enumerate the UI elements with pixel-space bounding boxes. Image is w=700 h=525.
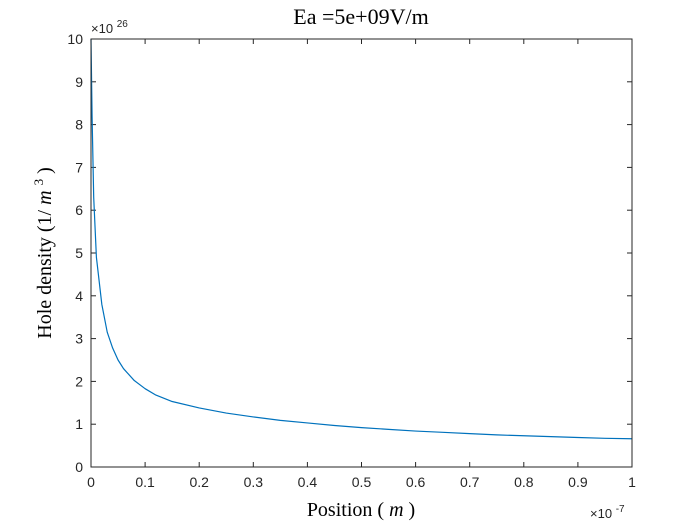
x-tick-label: 0.1 bbox=[135, 474, 155, 490]
y-axis-label-var: m bbox=[34, 190, 56, 204]
y-tick-label: 7 bbox=[75, 159, 83, 175]
y-tick-label: 6 bbox=[75, 202, 83, 218]
x-tick-label: 0 bbox=[87, 474, 95, 490]
axes-box bbox=[90, 38, 633, 468]
y-tick-label: 5 bbox=[75, 245, 83, 261]
x-multiplier: ×10 -7 bbox=[590, 504, 625, 521]
y-multiplier-exponent: 26 bbox=[117, 19, 129, 30]
x-tick-label: 0.6 bbox=[406, 474, 426, 490]
tick-layer: 0 0.1 0.2 0.3 0.4 0.5 0.6 0.7 0.8 0.9 101234567891… bbox=[67, 31, 636, 490]
y-axis-label-prefix: Hole density (1/ bbox=[34, 209, 56, 338]
x-tick-label: 0.4 bbox=[298, 474, 318, 490]
x-axis-label: Position ( m ) bbox=[307, 499, 415, 521]
x-tick-label: 0.9 bbox=[568, 474, 588, 490]
x-tick-label: 0.5 bbox=[352, 474, 372, 490]
data-layer bbox=[90, 38, 633, 440]
y-tick-label: 8 bbox=[75, 117, 83, 133]
x-tick-label: 1 bbox=[628, 474, 636, 490]
series-line bbox=[90, 38, 633, 440]
y-axis-label-sup: 3 bbox=[31, 179, 46, 186]
y-tick-label: 10 bbox=[67, 31, 83, 47]
plot-area bbox=[91, 39, 632, 467]
x-tick-label: 0.2 bbox=[189, 474, 209, 490]
x-tick-label: 0.3 bbox=[244, 474, 264, 490]
y-tick-label: 0 bbox=[75, 459, 83, 475]
x-multiplier-base: ×10 bbox=[590, 506, 612, 521]
x-axis-label-var: m bbox=[389, 499, 403, 521]
y-tick-label: 2 bbox=[75, 373, 83, 389]
y-tick-label: 1 bbox=[75, 416, 83, 432]
x-tick-label: 0.7 bbox=[460, 474, 480, 490]
chart-title: Ea =5e+09V/m bbox=[293, 4, 428, 29]
y-tick-label: 9 bbox=[75, 74, 83, 90]
x-axis-label-prefix: Position ( bbox=[307, 499, 385, 521]
y-axis-label: Hole density (1/ m 3 ) bbox=[26, 167, 56, 339]
y-multiplier: ×10 26 bbox=[91, 19, 128, 36]
x-tick-label: 0.8 bbox=[514, 474, 534, 490]
y-tick-label: 4 bbox=[75, 288, 83, 304]
x-multiplier-exponent: -7 bbox=[616, 504, 625, 515]
y-tick-label: 3 bbox=[75, 331, 83, 347]
y-multiplier-base: ×10 bbox=[91, 21, 113, 36]
x-axis-label-suffix: ) bbox=[409, 499, 416, 521]
y-axis-label-suffix: ) bbox=[34, 167, 56, 174]
